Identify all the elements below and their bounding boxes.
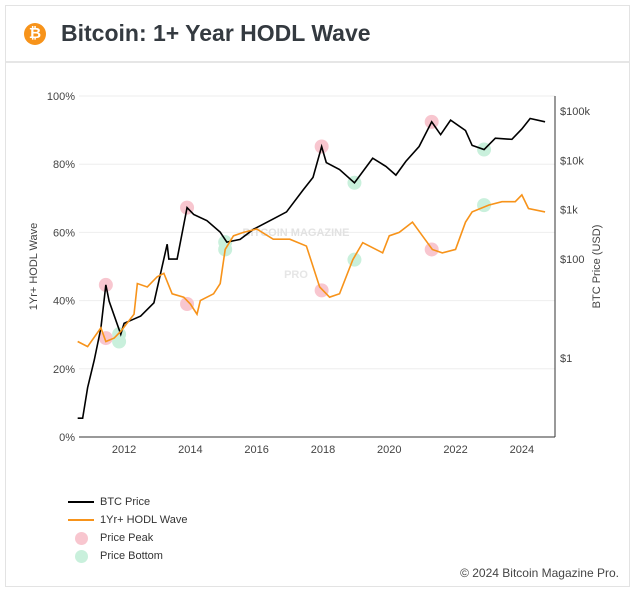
y-right-tick-label: $1 — [560, 353, 572, 365]
legend-item-peak[interactable]: Price Peak — [68, 529, 188, 547]
legend-item-bottom[interactable]: Price Bottom — [68, 547, 188, 565]
x-tick-label: 2022 — [443, 444, 467, 456]
price-peak-marker — [98, 331, 113, 346]
x-tick-label: 2018 — [311, 444, 335, 456]
y-right-axis-label: BTC Price (USD) — [591, 225, 603, 309]
chart-card: ₿ Bitcoin: 1+ Year HODL Wave 0% 20% 40% 60%… — [5, 5, 630, 587]
y-right-tick-label: $100k — [560, 106, 590, 118]
price-bottom-marker — [112, 334, 127, 349]
y-left-tick-label: 80% — [53, 159, 75, 171]
watermark: BITCOIN MAGAZINE — [243, 227, 350, 239]
x-tick-label: 2024 — [510, 444, 534, 456]
y-right-tick-label: $10k — [560, 155, 584, 167]
hodl-wave-line — [77, 193, 546, 348]
legend-item-hodl[interactable]: 1Yr+ HODL Wave — [68, 511, 188, 529]
y-left-tick-label: 60% — [53, 227, 75, 239]
btc-price-line — [77, 117, 546, 420]
hodl-chart: 0% 20% 40% 60% 80% 100% 1Yr+ HODL Wave $1 $100 $1… — [28, 91, 603, 456]
legend-item-price[interactable]: BTC Price — [68, 493, 188, 511]
watermark: PRO — [284, 269, 308, 281]
page-title: Bitcoin: 1+ Year HODL Wave — [61, 20, 371, 46]
y-left-tick-label: 100% — [47, 91, 75, 103]
bitcoin-icon: ₿ — [24, 22, 46, 45]
copyright: © 2024 Bitcoin Magazine Pro. — [460, 566, 619, 580]
y-left-tick-label: 0% — [59, 432, 75, 444]
header: ₿ Bitcoin: 1+ Year HODL Wave — [6, 6, 629, 63]
legend: BTC Price 1Yr+ HODL Wave Price Peak Pric… — [68, 493, 188, 565]
y-right-tick-label: $100 — [560, 254, 584, 266]
price-bottom-marker — [347, 252, 362, 267]
x-tick-label: 2014 — [178, 444, 202, 456]
y-left-tick-label: 20% — [53, 364, 75, 376]
price-peak-marker — [180, 297, 195, 312]
x-tick-label: 2020 — [377, 444, 401, 456]
y-left-tick-label: 40% — [53, 296, 75, 308]
x-tick-label: 2012 — [112, 444, 136, 456]
y-left-axis-label: 1Yr+ HODL Wave — [28, 223, 40, 311]
price-peak-marker — [314, 283, 329, 298]
x-tick-label: 2016 — [244, 444, 268, 456]
y-right-tick-label: $1k — [560, 205, 578, 217]
